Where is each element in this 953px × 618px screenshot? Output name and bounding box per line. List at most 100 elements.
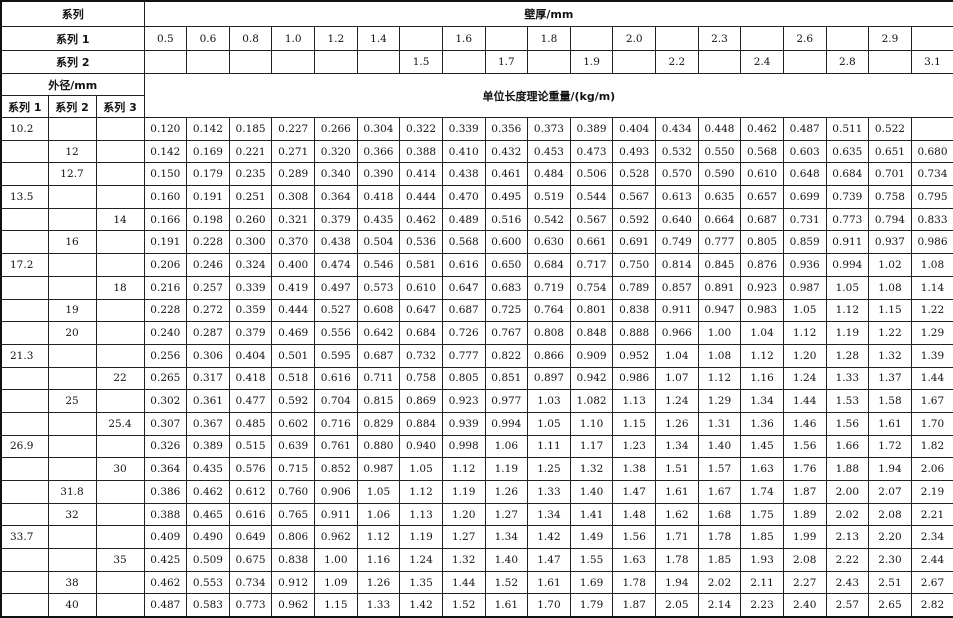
weight-cell: 0.602 bbox=[271, 411, 316, 436]
weight-cell: 0.912 bbox=[271, 570, 316, 595]
weight-cell: 0.339 bbox=[441, 117, 486, 141]
weight-cell: 1.51 bbox=[655, 457, 699, 481]
weight-cell: 0.366 bbox=[356, 139, 401, 164]
od-series2-cell bbox=[47, 457, 97, 481]
weight-cell: 2.34 bbox=[910, 525, 953, 550]
weight-cell: 1.27 bbox=[441, 525, 486, 550]
weight-cell: 1.85 bbox=[697, 548, 742, 572]
weight-cell: 1.31 bbox=[697, 411, 742, 436]
weight-cell: 0.501 bbox=[271, 343, 316, 368]
weight-cell: 0.767 bbox=[484, 321, 529, 345]
weight-cell: 1.22 bbox=[868, 321, 912, 345]
weight-cell: 0.880 bbox=[356, 434, 401, 459]
weight-cell: 0.289 bbox=[271, 162, 316, 187]
weight-cell: 1.24 bbox=[399, 548, 443, 572]
weight-cell: 0.794 bbox=[868, 207, 912, 232]
od-series2-cell bbox=[47, 411, 97, 436]
weight-cell: 0.952 bbox=[612, 343, 657, 368]
weight-cell: 0.489 bbox=[441, 207, 486, 232]
weight-cell: 0.911 bbox=[655, 298, 699, 323]
weight-cell: 0.379 bbox=[314, 207, 358, 232]
weight-cell: 1.70 bbox=[910, 411, 953, 436]
thickness-series2-cell bbox=[612, 50, 657, 74]
thickness-series1-cell: 1.6 bbox=[441, 26, 486, 51]
weight-cell: 0.556 bbox=[314, 321, 358, 345]
weight-cell: 1.70 bbox=[527, 593, 571, 618]
weight-cell: 1.78 bbox=[612, 570, 657, 595]
weight-cell: 1.36 bbox=[740, 411, 784, 436]
weight-cell: 0.191 bbox=[143, 230, 188, 255]
weight-cell: 2.82 bbox=[910, 593, 953, 618]
weight-cell: 1.35 bbox=[399, 570, 443, 595]
weight-cell: 0.764 bbox=[527, 298, 571, 323]
weight-cell: 0.435 bbox=[186, 457, 230, 481]
weight-cell: 2.21 bbox=[910, 502, 953, 527]
thickness-series2-cell bbox=[228, 50, 273, 74]
weight-cell: 0.379 bbox=[228, 321, 273, 345]
weight-cell: 1.78 bbox=[655, 548, 699, 572]
weight-cell: 0.425 bbox=[143, 548, 188, 572]
weight-cell: 0.942 bbox=[569, 366, 614, 391]
wall-thickness-label: 壁厚/mm bbox=[143, 0, 953, 27]
od-series2-cell bbox=[47, 185, 97, 209]
weight-cell: 2.00 bbox=[825, 480, 870, 504]
weight-cell: 0.322 bbox=[399, 117, 443, 141]
weight-cell: 0.518 bbox=[271, 366, 316, 391]
thickness-series2-cell bbox=[697, 50, 742, 74]
od-series2-cell bbox=[47, 343, 97, 368]
weight-cell: 0.484 bbox=[527, 162, 571, 187]
weight-cell: 0.583 bbox=[186, 593, 230, 618]
weight-cell: 1.03 bbox=[527, 389, 571, 413]
weight-cell: 1.49 bbox=[569, 525, 614, 550]
weight-cell: 1.29 bbox=[697, 389, 742, 413]
weight-cell: 0.909 bbox=[569, 343, 614, 368]
weight-cell: 2.65 bbox=[868, 593, 912, 618]
od-series1-cell bbox=[0, 570, 49, 595]
od-series3-cell: 25.4 bbox=[95, 411, 145, 436]
od-series3-cell: 35 bbox=[95, 548, 145, 572]
weight-cell: 1.62 bbox=[655, 502, 699, 527]
od-series1-cell: 33.7 bbox=[0, 525, 49, 550]
weight-cell: 1.15 bbox=[612, 411, 657, 436]
weight-cell: 1.42 bbox=[527, 525, 571, 550]
weight-cell: 0.573 bbox=[356, 275, 401, 300]
weight-cell: 1.40 bbox=[569, 480, 614, 504]
weight-cell: 0.983 bbox=[740, 298, 784, 323]
weight-cell: 1.87 bbox=[612, 593, 657, 618]
thickness-series1-cell bbox=[910, 26, 953, 51]
weight-cell: 0.487 bbox=[782, 117, 827, 141]
weight-cell: 0.409 bbox=[143, 525, 188, 550]
od-series2-cell: 40 bbox=[47, 593, 97, 618]
od-series1-cell: 21.3 bbox=[0, 343, 49, 368]
thickness-series2-cell bbox=[782, 50, 827, 74]
thickness-series1-cell bbox=[399, 26, 443, 51]
weight-cell: 0.444 bbox=[271, 298, 316, 323]
weight-cell: 1.34 bbox=[655, 434, 699, 459]
weight-cell: 0.650 bbox=[484, 253, 529, 277]
weight-cell: 0.940 bbox=[399, 434, 443, 459]
weight-cell: 0.400 bbox=[271, 253, 316, 277]
od-series1-cell bbox=[0, 275, 49, 300]
weight-cell: 0.434 bbox=[655, 117, 699, 141]
weight-cell: 0.485 bbox=[228, 411, 273, 436]
weight-cell: 2.40 bbox=[782, 593, 827, 618]
weight-cell: 1.55 bbox=[569, 548, 614, 572]
weight-cell: 0.939 bbox=[441, 411, 486, 436]
weight-cell: 1.34 bbox=[527, 502, 571, 527]
table-row: 14 0.166 0.198 0.260 0.321 0.379 0.435 0.462 0.4… bbox=[0, 207, 953, 232]
weight-cell: 0.592 bbox=[612, 207, 657, 232]
weight-cell: 2.43 bbox=[825, 570, 870, 595]
weight-cell: 0.726 bbox=[441, 321, 486, 345]
table-row: 19 0.228 0.272 0.359 0.444 0.527 0.608 0.647 0.6… bbox=[0, 298, 953, 323]
weight-cell: 0.761 bbox=[314, 434, 358, 459]
od-series1-cell bbox=[0, 480, 49, 504]
od-series3-cell bbox=[95, 185, 145, 209]
thickness-series2-cell: 1.7 bbox=[484, 50, 529, 74]
weight-cell: 0.595 bbox=[314, 343, 358, 368]
weight-cell: 0.386 bbox=[143, 480, 188, 504]
weight-cell: 0.461 bbox=[484, 162, 529, 187]
od-series3-cell bbox=[95, 502, 145, 527]
weight-cell: 0.404 bbox=[228, 343, 273, 368]
weight-cell: 2.44 bbox=[910, 548, 953, 572]
od-series3-cell bbox=[95, 117, 145, 141]
